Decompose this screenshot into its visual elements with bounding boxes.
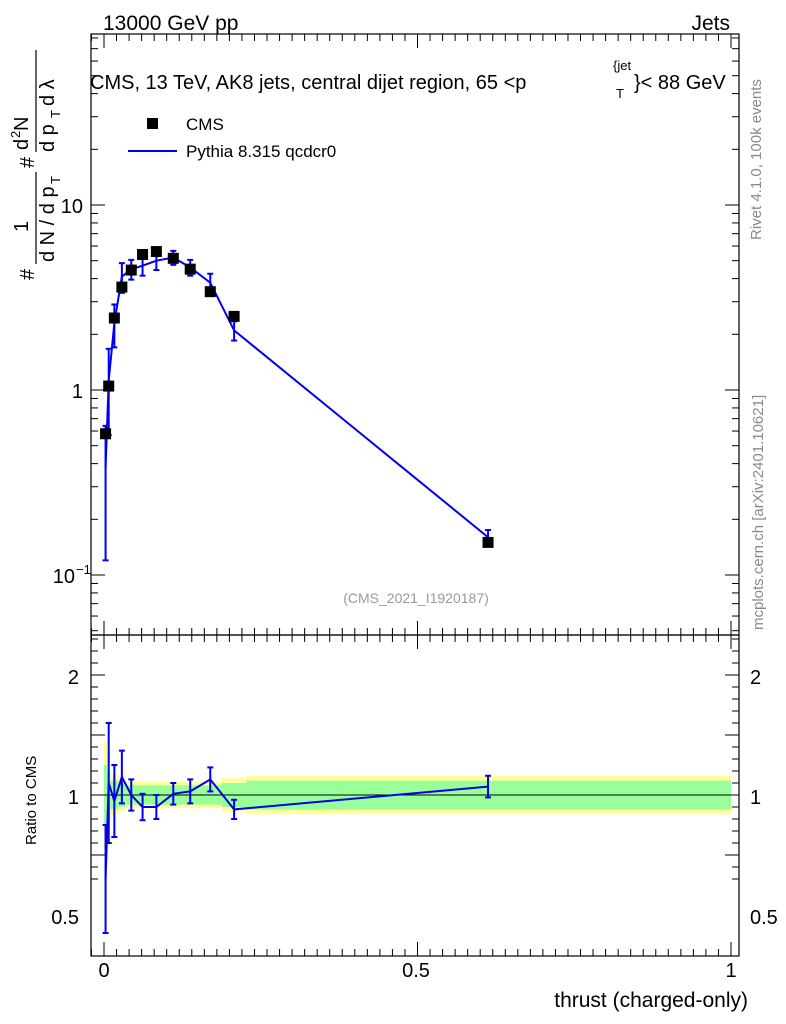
chart-title-main: CMS, 13 TeV, AK8 jets, central dijet reg… [90,72,526,94]
ylabel-sub-t2: T [48,110,63,118]
cms-data-point [204,286,216,298]
ratio-ytick-label-2-right: 2 [750,667,761,689]
ylabel-dlambda: d λ [37,79,59,106]
main-y-axis-label: # 1 d N / d p T # d 2 N d p T d λ [8,50,63,280]
xtick-label-1: 1 [725,960,736,982]
mcplots-label: mcplots.cern.ch [arXiv:2401.10621] [750,395,767,630]
rivet-label: Rivet 4.1.0, 100k events [748,79,765,240]
energy-label: 13000 GeV pp [103,12,238,35]
cms-data-point [482,536,494,548]
legend-marker-cms [147,118,158,129]
cms-data-point [150,246,162,258]
analysis-watermark: (CMS_2021_I1920187) [343,590,489,606]
ytick-label-1: 1 [72,381,83,403]
ylabel-one: 1 [11,221,33,232]
ytick-label-0p1-base: 10 [53,566,75,588]
ytick-label-0p1: 10 [53,566,75,588]
ytick-label-0p1-exponent: −1 [76,562,91,577]
main-x-ticks [90,34,732,635]
cms-data-point [116,281,128,293]
ratio-panel: 2 1 0.5 2 1 0.5 Ratio to CMS 0 0.5 1 thr… [23,634,778,1012]
main-y-ticks [91,37,739,632]
ratio-y-axis-label: Ratio to CMS [23,756,40,845]
legend-label-pythia: Pythia 8.315 qcdcr0 [186,142,336,161]
chart-title-sub: T [616,86,624,101]
cms-data-point [167,252,179,264]
pythia-line [104,256,489,539]
cms-data-point [184,263,196,275]
ratio-ytick-label-1-right: 1 [750,787,761,809]
ylabel-sup2: 2 [8,131,23,138]
chart-title-super: {jet [613,58,631,73]
ylabel-hash: # [17,268,39,280]
cms-data-point [108,312,120,324]
ylabel-n: N [11,117,33,131]
ylabel-dpt-dl: d p [37,124,59,152]
xtick-label-0p5: 0.5 [402,960,430,982]
legend-label-cms: CMS [186,115,224,134]
main-data-marks [100,246,494,562]
cms-data-point [228,310,240,322]
cms-data-point [100,428,112,440]
chart-title-tail: }< 88 GeV [634,72,726,94]
ratio-ytick-label-0p5-right: 0.5 [750,907,778,929]
x-axis-label: thrust (charged-only) [554,989,748,1012]
cms-data-point [137,249,149,261]
ratio-y-ticks [91,638,739,880]
cms-data-point [103,380,115,392]
chart-title: CMS, 13 TeV, AK8 jets, central dijet reg… [90,72,526,94]
ratio-ytick-label-2: 2 [68,667,79,689]
category-label: Jets [691,12,730,35]
main-panel: 10 1 10 −1 CMS, 13 TeV, AK8 jets, centra… [8,33,740,636]
ratio-x-ticks [90,635,732,956]
cms-data-point [125,264,137,276]
ylabel-hash2: # [17,156,39,168]
ylabel-sub-t1: T [48,176,63,184]
ytick-label-10: 10 [61,196,83,218]
ylabel-dn-dpt: d N / d p [37,186,59,262]
ratio-ytick-label-1: 1 [68,787,79,809]
xtick-label-0: 0 [98,960,109,982]
ylabel-d2n: d [11,139,33,150]
ratio-data-marks [102,722,492,934]
ratio-ytick-label-0p5: 0.5 [51,907,79,929]
